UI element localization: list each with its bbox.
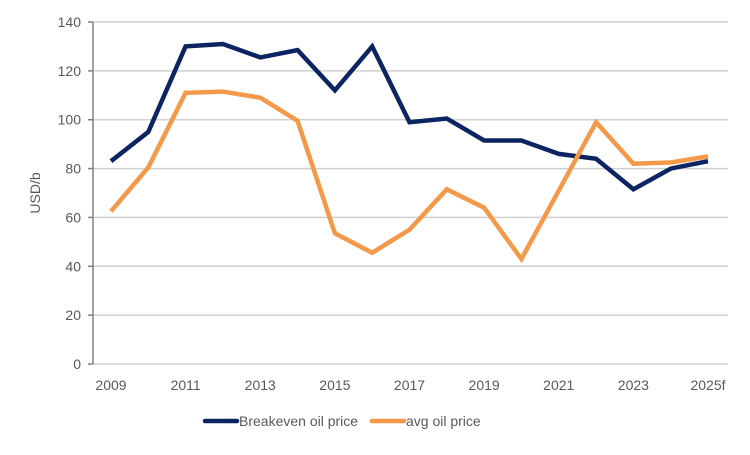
y-tick-label: 80	[65, 161, 81, 177]
gridlines	[93, 21, 728, 365]
x-tick-label: 2017	[394, 377, 425, 393]
y-tick-label: 0	[73, 356, 81, 372]
series-lines	[109, 41, 709, 264]
x-tick-label: 2011	[171, 377, 201, 393]
x-tick-label: 2025f	[690, 377, 725, 393]
y-tick-label: 100	[58, 112, 82, 128]
y-axis-label: USD/b	[27, 172, 43, 213]
x-tick-label: 2023	[618, 377, 649, 393]
x-axis: 2009 2011 2013 2015 2017 2019 2021 2023 2025f	[95, 377, 725, 393]
legend-label: Breakeven oil price	[239, 413, 358, 429]
x-tick-label: 2019	[469, 377, 500, 393]
y-tick-label: 120	[58, 63, 82, 79]
x-tick-label: 2009	[95, 377, 126, 393]
legend: Breakeven oil price avg oil price	[202, 413, 481, 429]
x-tick-label: 2021	[543, 377, 574, 393]
series-line-breakeven	[109, 41, 709, 193]
legend-label: avg oil price	[406, 413, 481, 429]
x-tick-label: 2013	[245, 377, 276, 393]
y-axis: 0 20 40 60 80 100 120 140	[58, 14, 94, 372]
y-tick-label: 140	[58, 14, 82, 30]
series-line-avg-price	[109, 89, 709, 264]
legend-item: Breakeven oil price	[202, 413, 358, 429]
y-tick-label: 20	[65, 307, 81, 323]
y-tick-label: 40	[65, 258, 81, 274]
y-tick-label: 60	[65, 209, 81, 225]
x-tick-label: 2015	[319, 377, 350, 393]
legend-item: avg oil price	[369, 413, 481, 429]
